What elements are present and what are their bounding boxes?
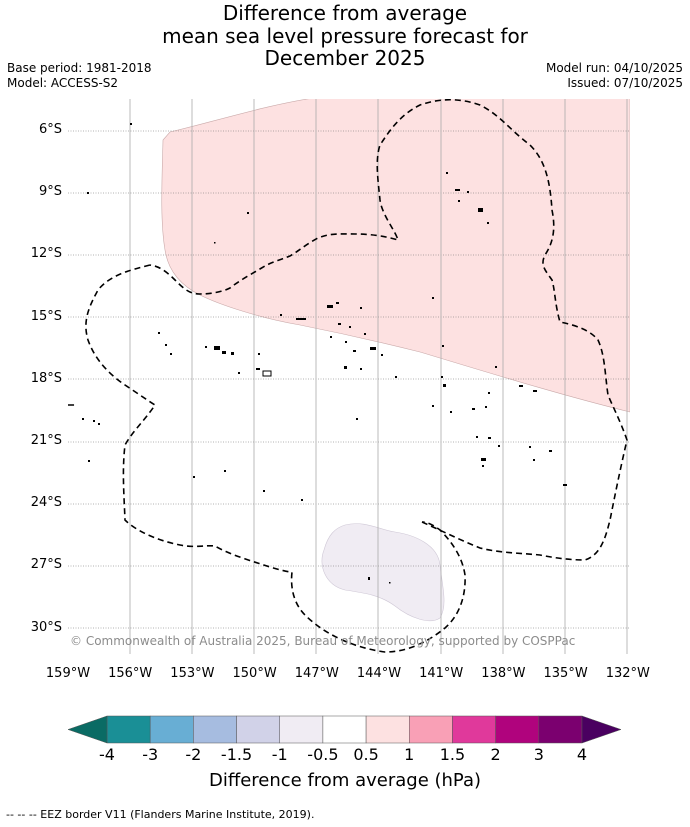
meta-right: Model run: 04/10/2025 Issued: 07/10/2025 bbox=[546, 61, 683, 91]
longitude-label: 132°W bbox=[605, 666, 650, 681]
latitude-label: 27°S bbox=[30, 557, 62, 573]
longitude-label: 153°W bbox=[170, 666, 215, 681]
colorbar-segment bbox=[193, 715, 237, 744]
colorbar-tick-label: 1.5 bbox=[439, 745, 466, 764]
longitude-label: 156°W bbox=[108, 666, 153, 681]
longitude-label: 138°W bbox=[481, 666, 526, 681]
positive-anomaly-region bbox=[161, 99, 630, 413]
colorbar bbox=[67, 715, 622, 744]
colorbar-segment bbox=[149, 715, 194, 744]
eez-borders bbox=[68, 99, 628, 653]
colorbar-under-arrow bbox=[67, 715, 108, 744]
latitude-label: 12°S bbox=[30, 246, 62, 262]
model-run: Model run: 04/10/2025 bbox=[545, 61, 683, 75]
latitude-label: 21°S bbox=[30, 433, 62, 448]
issued-date: Issued: 07/10/2025 bbox=[567, 76, 683, 90]
base-period: Base period: 1981-2018 bbox=[7, 61, 152, 75]
latitude-label: 18°S bbox=[30, 370, 62, 386]
model-name: Model: ACCESS-S2 bbox=[7, 76, 119, 90]
colorbar-tick-label: 4 bbox=[576, 745, 588, 764]
colorbar-segment bbox=[452, 715, 496, 744]
colorbar-tick-label: 0.5 bbox=[353, 745, 379, 764]
colorbar-tick-label: -1.5 bbox=[220, 745, 253, 764]
colorbar-segment bbox=[106, 715, 151, 744]
colorbar-tick-label: -4 bbox=[99, 745, 115, 764]
latitude-label: 24°S bbox=[30, 495, 62, 511]
colorbar-segment bbox=[409, 715, 453, 744]
graticule bbox=[68, 130, 630, 629]
title-line-2: mean sea level pressure forecast for bbox=[162, 23, 528, 48]
eez-footnote: -- -- -- EEZ border V11 (Flanders Marine… bbox=[6, 808, 315, 821]
colorbar-segment bbox=[538, 715, 583, 744]
colorbar-segment bbox=[322, 715, 367, 744]
latitude-label: 30°S bbox=[30, 619, 62, 635]
meta-left: Base period: 1981-2018 Model: ACCESS-S2 bbox=[7, 61, 152, 91]
colorbar-title: Difference from average (hPa) bbox=[208, 770, 482, 791]
colorbar-over-arrow bbox=[581, 715, 622, 744]
copyright-notice: © Commonwealth of Australia 2025, Bureau… bbox=[70, 634, 576, 648]
longitude-label: 141°W bbox=[419, 666, 464, 681]
colorbar-segment bbox=[279, 715, 324, 744]
colorbar-tick-label: 1 bbox=[404, 745, 415, 764]
colorbar-segment bbox=[236, 715, 280, 744]
longitude-label: 144°W bbox=[356, 666, 402, 681]
colorbar-tick-label: 2 bbox=[490, 745, 501, 764]
colorbar-tick-label: -3 bbox=[142, 745, 159, 764]
map-title: Difference from average mean sea level p… bbox=[0, 2, 690, 70]
latitude-label: 15°S bbox=[30, 308, 62, 324]
latitude-label: 6°S bbox=[38, 122, 62, 137]
title-line-3: December 2025 bbox=[264, 46, 426, 70]
eez-cook-islands bbox=[85, 264, 466, 653]
colorbar-tick-label: -0.5 bbox=[307, 745, 339, 764]
colorbar-tick-label: -2 bbox=[185, 745, 202, 764]
eez-french-polynesia bbox=[149, 99, 628, 561]
islands bbox=[82, 123, 567, 584]
latitude-label: 9°S bbox=[38, 184, 62, 200]
longitude-label: 150°W bbox=[232, 666, 277, 681]
colorbar-tick-label: 3 bbox=[533, 745, 544, 764]
title-line-1: Difference from average bbox=[222, 1, 468, 25]
colorbar-segment bbox=[495, 715, 540, 744]
colorbar-segment bbox=[365, 715, 410, 744]
longitude-label: 159°W bbox=[45, 666, 91, 681]
longitude-label: 147°W bbox=[294, 666, 339, 681]
colorbar-tick-label: -1 bbox=[271, 745, 288, 764]
longitude-label: 135°W bbox=[543, 666, 588, 681]
negative-anomaly-region bbox=[321, 523, 445, 622]
